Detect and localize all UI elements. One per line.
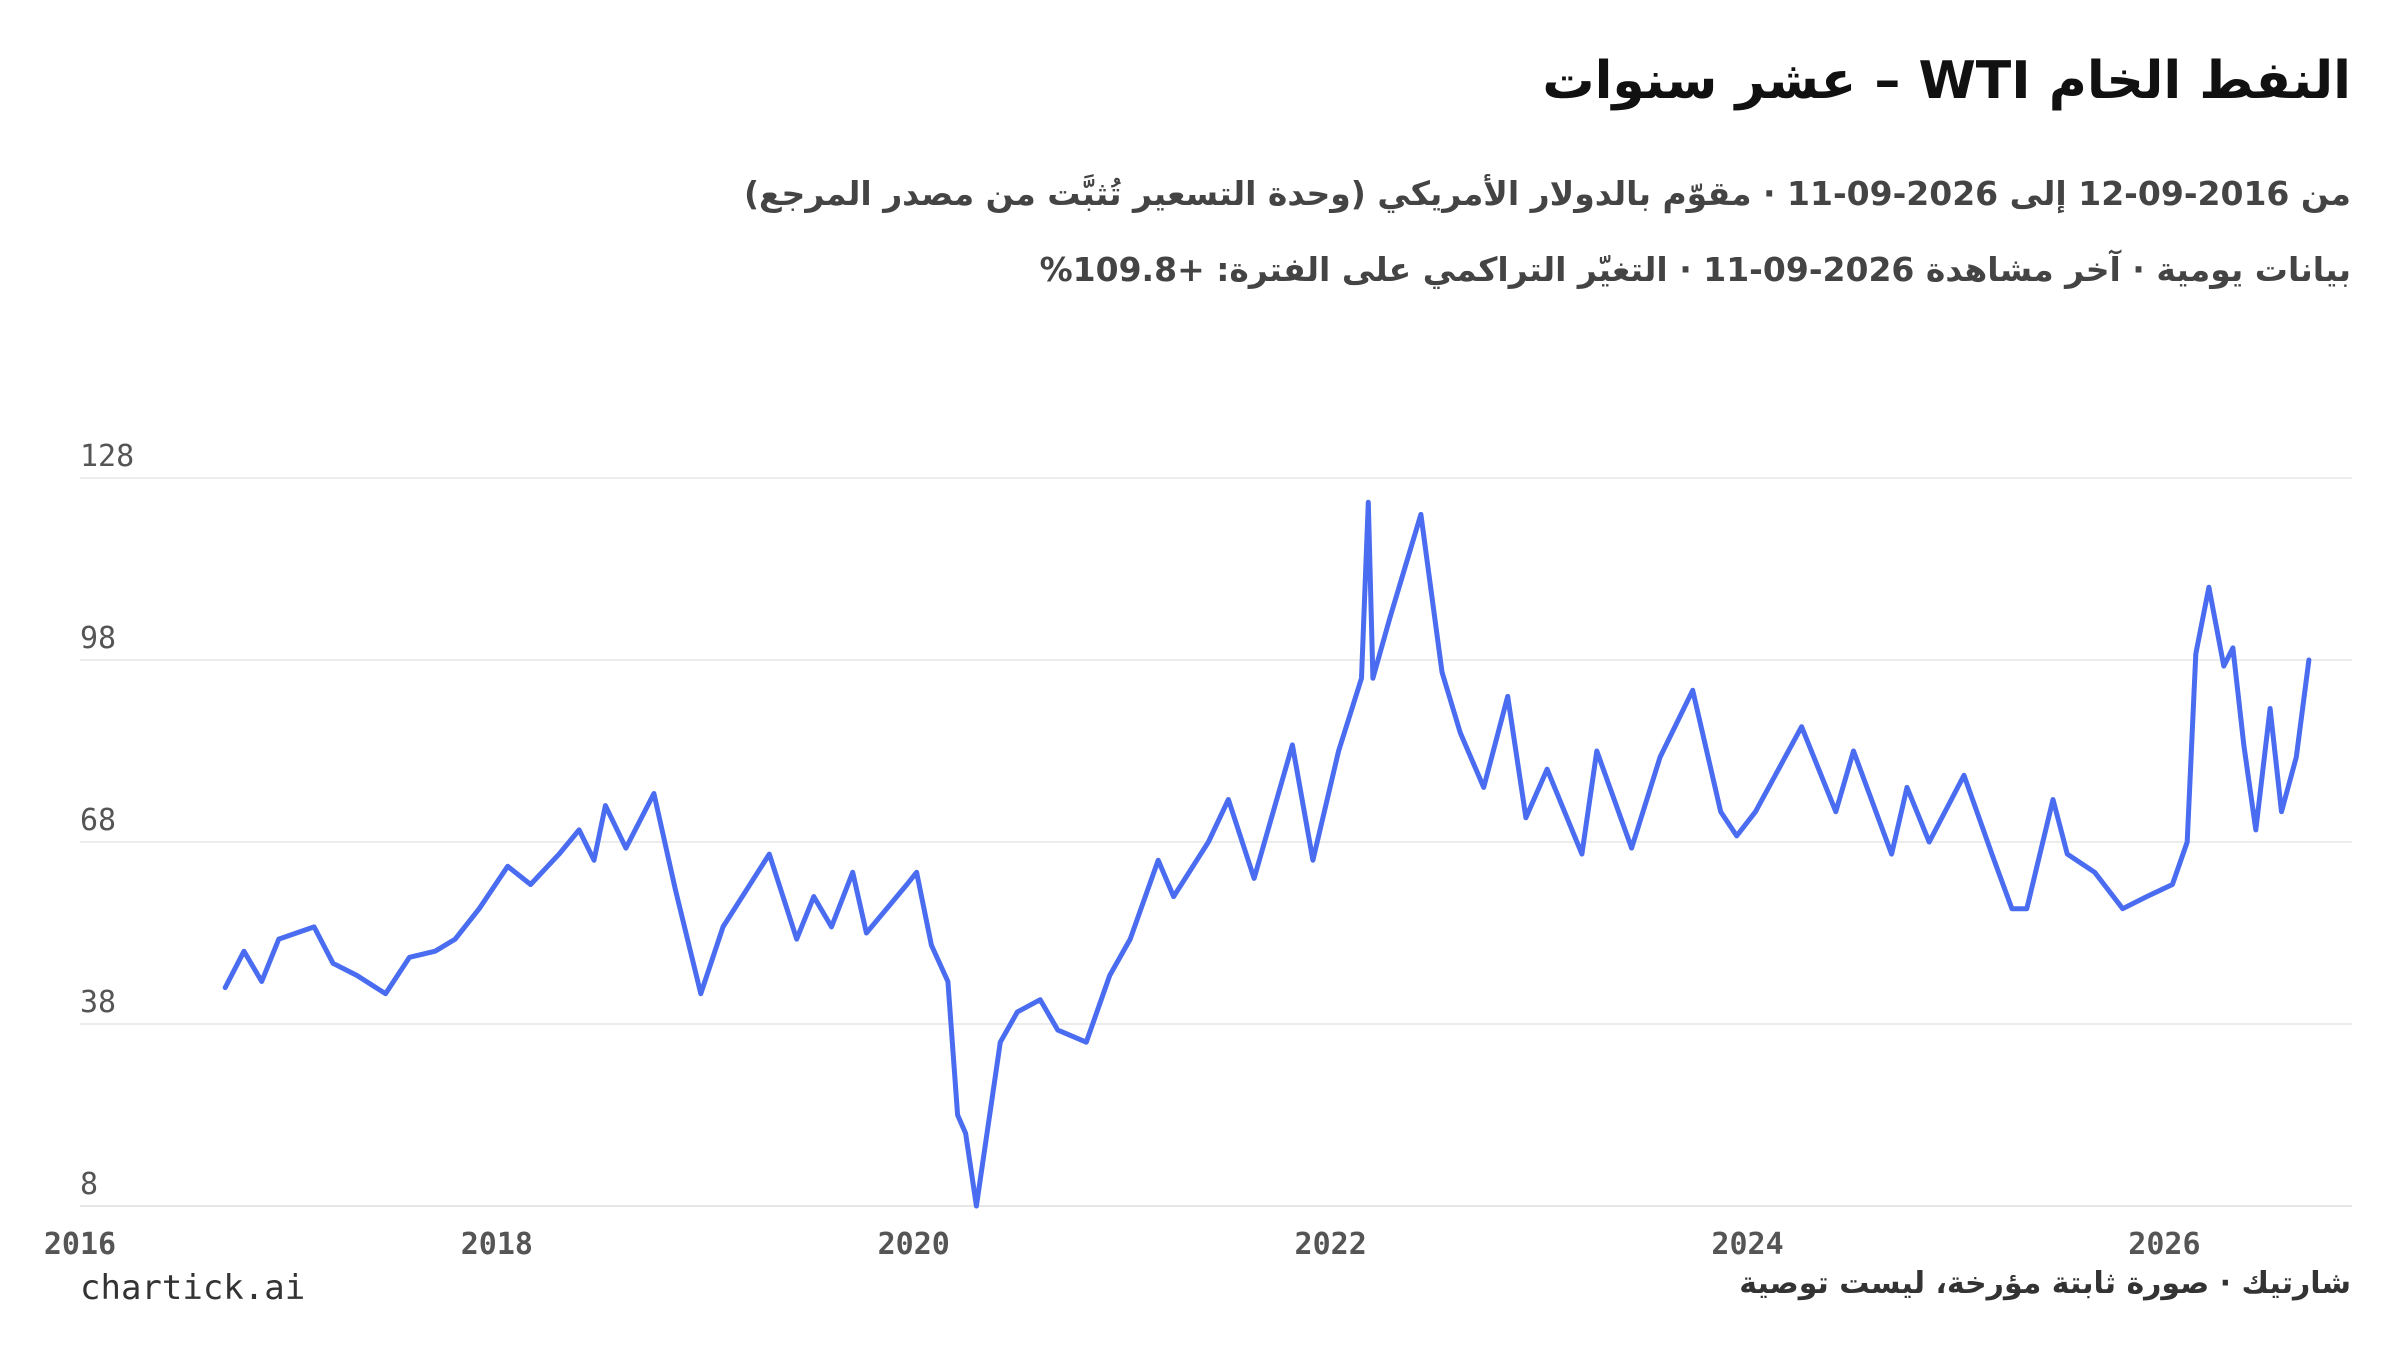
x-tick-label: 2020 [878, 1227, 950, 1262]
y-tick-label: 8 [80, 1167, 98, 1202]
x-tick-label: 2022 [1295, 1227, 1367, 1262]
y-tick-label: 128 [80, 439, 134, 474]
x-tick-label: 2018 [461, 1227, 533, 1262]
brand-logo-text: chartick.ai [80, 1268, 306, 1308]
x-tick-label: 2026 [2128, 1227, 2200, 1262]
y-axis-ticks: 8 38 68 98 128 [80, 439, 134, 1202]
y-tick-label: 98 [80, 621, 116, 656]
chart-subtitle-stats: بيانات يومية · آخر مشاهدة 2026-09-11 · ا… [1039, 250, 2351, 289]
x-axis-ticks: 2016 2018 2020 2022 2024 2026 [44, 1227, 2201, 1262]
chart-subtitle-period: من 2016-09-12 إلى 2026-09-11 · مقوّم بال… [743, 174, 2351, 213]
y-tick-label: 68 [80, 803, 116, 838]
y-tick-label: 38 [80, 985, 116, 1020]
x-tick-label: 2016 [44, 1227, 116, 1262]
chart-title: النفط الخام WTI – عشر سنوات [1542, 51, 2351, 111]
grid-lines [80, 477, 2352, 1207]
x-tick-label: 2024 [1711, 1227, 1783, 1262]
footer-credit: شارتيك · صورة ثابتة مؤرخة، ليست توصية [1739, 1266, 2351, 1301]
series-line [222, 499, 2312, 1209]
